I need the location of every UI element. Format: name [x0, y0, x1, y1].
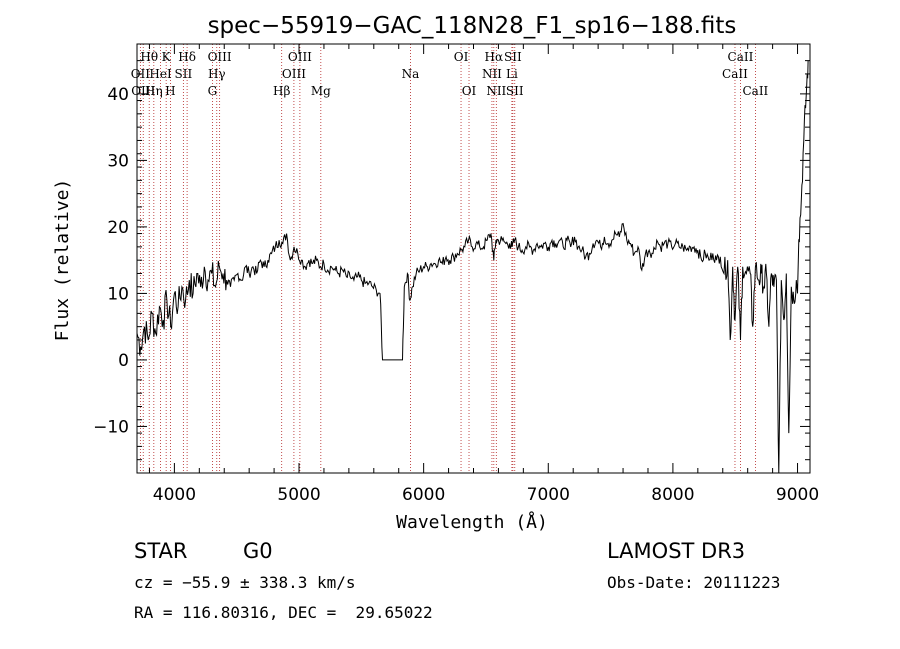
line-marker-label: Na: [402, 67, 420, 81]
line-marker-label: OI: [462, 84, 477, 98]
line-marker-label: NII: [482, 67, 502, 81]
y-tick-label: 30: [107, 151, 129, 171]
object-class: STAR: [134, 539, 188, 563]
line-marker-label: OIII: [288, 50, 312, 64]
obs-date: Obs-Date: 20111223: [607, 573, 781, 592]
line-marker-label: HeI: [149, 67, 172, 81]
line-marker-label: Hδ: [178, 50, 196, 64]
x-tick-label: 9000: [776, 485, 819, 505]
line-marker-label: Hθ: [140, 50, 158, 64]
x-axis-ticks: 4000 5000 6000 7000 8000 9000: [148, 44, 819, 505]
redshift-readout: cz = −55.9 ± 338.3 km/s: [134, 573, 356, 592]
survey-name: LAMOST DR3: [607, 539, 746, 563]
line-markers: [139, 44, 756, 473]
line-marker-label: Hα: [485, 50, 504, 64]
y-tick-label: 40: [107, 85, 129, 105]
line-marker-label: Mg: [311, 84, 331, 98]
line-marker-label: SII: [504, 50, 522, 64]
y-axis-ticks: −10 0 10 20 30 40: [93, 60, 810, 461]
y-tick-label: 20: [107, 218, 129, 238]
line-marker-label: SII: [175, 67, 193, 81]
spectrum-line: [136, 60, 809, 474]
y-axis-label: Flux (relative): [52, 179, 73, 342]
y-tick-label: 0: [118, 351, 129, 371]
line-marker-label: SII: [506, 84, 524, 98]
coordinates-readout: RA = 116.80316, DEC = 29.65022: [134, 603, 433, 622]
x-tick-label: 5000: [277, 485, 320, 505]
line-marker-label: Hη: [145, 84, 163, 98]
line-marker-label: G: [208, 84, 218, 98]
chart-title: spec−55919−GAC_118N28_F1_sp16−188.fits: [208, 13, 737, 39]
x-axis-label: Wavelength (Å): [396, 511, 548, 533]
line-marker-label: CaII: [722, 67, 748, 81]
x-tick-label: 7000: [527, 485, 570, 505]
line-marker-label: CaII: [742, 84, 768, 98]
x-tick-label: 8000: [651, 485, 694, 505]
x-tick-label: 4000: [153, 485, 196, 505]
y-tick-label: −10: [93, 417, 129, 437]
line-marker-label: Hβ: [273, 84, 290, 98]
line-marker-label: CaII: [728, 50, 754, 64]
line-marker-label: OIII: [208, 50, 232, 64]
x-tick-label: 6000: [402, 485, 445, 505]
line-marker-label: H: [165, 84, 175, 98]
line-marker-label: K: [162, 50, 172, 64]
line-marker-label: NII: [486, 84, 506, 98]
line-marker-label: Li: [506, 67, 518, 81]
line-marker-label: OI: [454, 50, 469, 64]
line-marker-label: Hγ: [208, 67, 226, 81]
y-tick-label: 10: [107, 284, 129, 304]
line-marker-label: OIII: [282, 67, 306, 81]
object-subclass: G0: [243, 539, 273, 563]
